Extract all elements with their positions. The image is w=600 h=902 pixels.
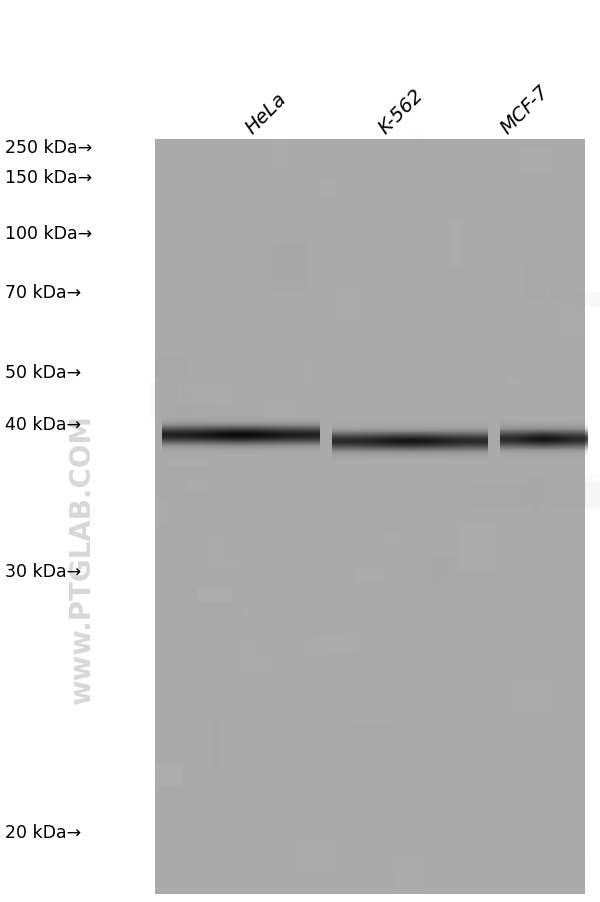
Bar — [392, 855, 424, 901]
Bar — [551, 474, 600, 510]
Bar — [355, 568, 387, 582]
Bar — [545, 396, 551, 442]
Bar — [337, 282, 365, 327]
Text: 100 kDa→: 100 kDa→ — [5, 225, 92, 243]
Text: 70 kDa→: 70 kDa→ — [5, 284, 81, 301]
Bar — [511, 680, 554, 717]
Text: MCF-7: MCF-7 — [497, 82, 553, 138]
Bar — [424, 426, 481, 437]
Bar — [345, 533, 365, 565]
Text: www.PTGLAB.COM: www.PTGLAB.COM — [68, 415, 96, 704]
Bar — [319, 180, 338, 197]
Bar — [186, 481, 209, 492]
Bar — [265, 396, 296, 437]
Bar — [362, 616, 392, 654]
Bar — [181, 388, 193, 432]
Bar — [253, 315, 260, 352]
Bar — [239, 634, 278, 676]
Bar — [350, 723, 391, 760]
Bar — [293, 841, 338, 873]
Bar — [299, 355, 314, 384]
Bar — [449, 220, 462, 269]
Bar — [181, 154, 221, 173]
Bar — [178, 384, 235, 404]
Text: HeLa: HeLa — [242, 89, 290, 138]
Text: 150 kDa→: 150 kDa→ — [5, 169, 92, 187]
Bar — [243, 606, 253, 613]
Bar — [202, 537, 245, 571]
Bar — [154, 359, 189, 379]
Bar — [155, 502, 170, 523]
Text: 250 kDa→: 250 kDa→ — [5, 139, 92, 157]
Bar — [274, 244, 309, 291]
Bar — [524, 264, 545, 300]
Bar — [273, 132, 289, 169]
Bar — [506, 378, 522, 385]
Bar — [211, 720, 220, 769]
Bar — [149, 382, 189, 418]
Bar — [251, 241, 308, 282]
Bar — [168, 459, 211, 466]
Bar — [558, 303, 600, 342]
Bar — [544, 203, 559, 210]
Bar — [175, 402, 217, 437]
Bar — [281, 338, 288, 371]
Bar — [430, 554, 455, 602]
Text: 50 kDa→: 50 kDa→ — [5, 364, 81, 382]
Text: 30 kDa→: 30 kDa→ — [5, 562, 81, 580]
Text: 40 kDa→: 40 kDa→ — [5, 416, 81, 434]
Bar — [482, 340, 511, 348]
Bar — [223, 540, 266, 556]
Bar — [255, 625, 277, 654]
Bar — [397, 695, 404, 744]
Bar — [471, 483, 530, 506]
Bar — [197, 589, 232, 603]
Bar — [458, 522, 495, 571]
Bar — [516, 723, 557, 732]
Text: K-562: K-562 — [374, 86, 427, 138]
Bar — [538, 859, 588, 878]
Bar — [154, 764, 183, 787]
Bar — [241, 537, 284, 571]
Bar — [155, 140, 585, 894]
Text: 20 kDa→: 20 kDa→ — [5, 824, 81, 841]
Bar — [564, 761, 580, 774]
Bar — [385, 535, 403, 544]
Bar — [535, 372, 546, 387]
Bar — [225, 666, 274, 686]
Bar — [415, 131, 421, 160]
Bar — [530, 477, 542, 514]
Bar — [518, 148, 554, 173]
Bar — [164, 287, 206, 308]
Bar — [433, 557, 443, 579]
Bar — [397, 870, 406, 888]
Bar — [273, 440, 292, 473]
